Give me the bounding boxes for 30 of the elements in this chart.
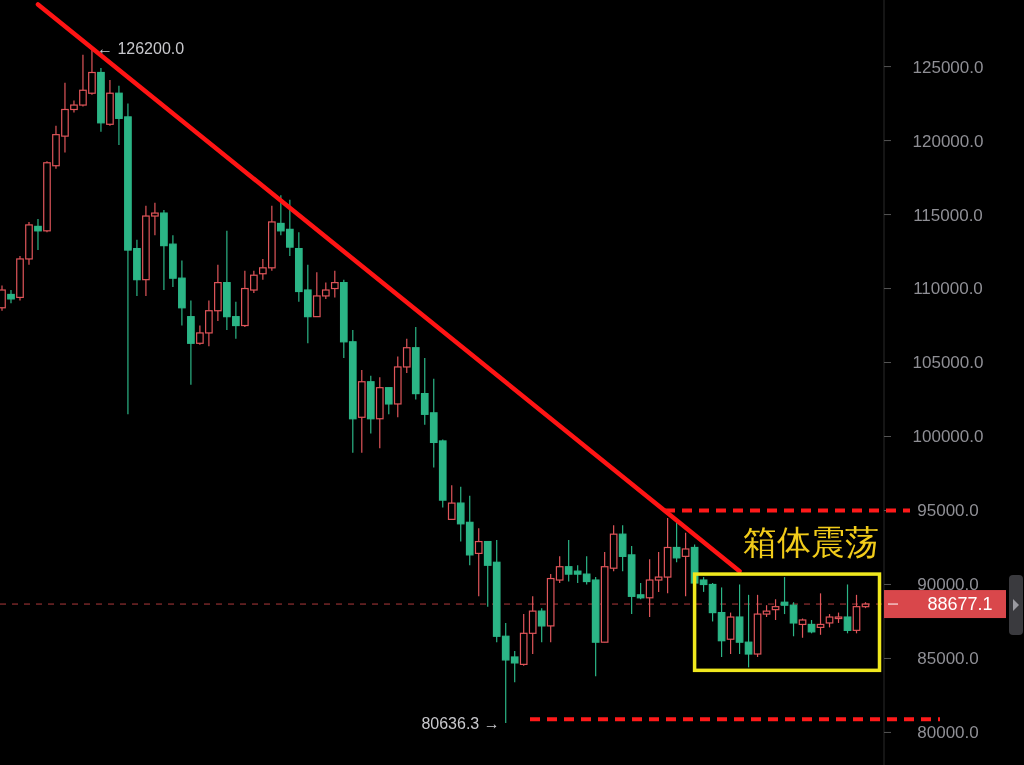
candlestick — [681, 532, 690, 597]
annotation: 80636.3 → — [421, 714, 500, 732]
y-tick-label: 110000.0 — [913, 279, 983, 299]
y-tick-label: 85000.0 — [917, 649, 979, 669]
candlestick — [726, 611, 735, 655]
candlestick — [384, 387, 393, 415]
candlestick — [789, 601, 798, 637]
candlestick — [447, 484, 456, 520]
ref-line-label: 88677.1 — [927, 594, 993, 615]
candlestick — [843, 583, 852, 634]
candlestick — [34, 218, 42, 251]
candlestick — [780, 576, 789, 615]
y-tick-label: 105000.0 — [912, 353, 984, 373]
y-tick-label: 115000.0 — [913, 205, 983, 225]
y-tick-label: 125000.0 — [912, 57, 984, 77]
y-tick-label: 100000.0 — [912, 427, 984, 447]
candlestick — [771, 598, 780, 621]
annotation: ← 126200.0 — [96, 40, 185, 58]
y-tick-label: 90000.0 — [917, 575, 979, 595]
candlestick — [816, 592, 825, 636]
y-tick-label: 120000.0 — [912, 131, 984, 151]
candlestick — [537, 607, 546, 643]
annotation: 箱体震荡 — [742, 522, 879, 563]
candlestick — [672, 521, 681, 563]
candlestick — [744, 594, 753, 668]
candlestick — [330, 270, 339, 299]
candlestick — [474, 527, 483, 597]
y-tick-label: 80000.0 — [917, 723, 979, 743]
candlestick — [852, 594, 861, 634]
y-tick-label: 95000.0 — [917, 501, 979, 521]
